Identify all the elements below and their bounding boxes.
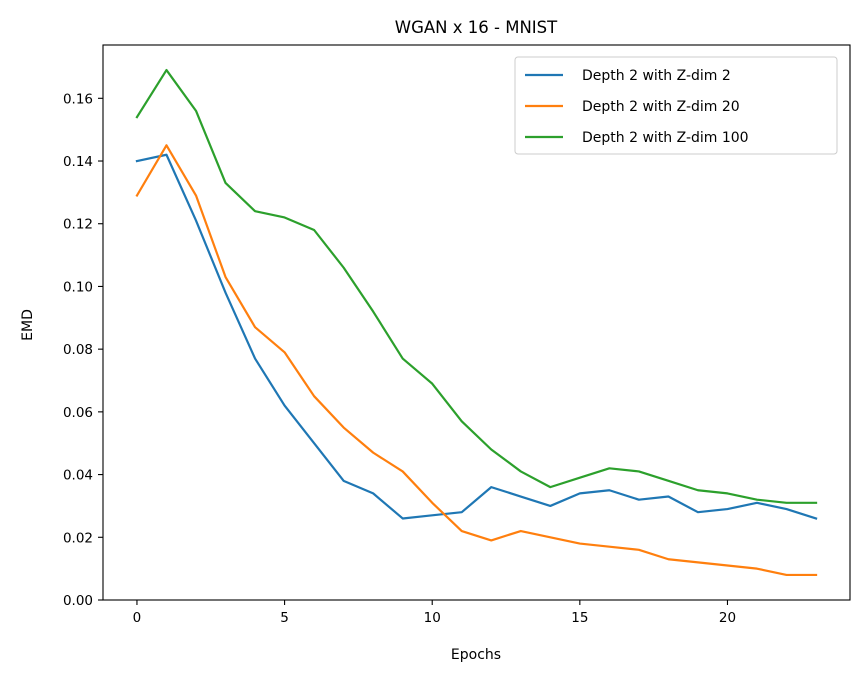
- series-line-2: [135, 144, 818, 577]
- y-tick-label: 0.10: [63, 279, 93, 295]
- x-axis: 0 5 10 15 20: [133, 600, 736, 626]
- y-tick-label: 0.06: [63, 405, 93, 421]
- chart-title: WGAN x 16 - MNIST: [395, 18, 558, 37]
- y-tick-label: 0.08: [63, 342, 93, 358]
- x-tick-label: 0: [133, 610, 142, 626]
- x-tick-label: 15: [571, 610, 588, 626]
- y-tick-label: 0.00: [63, 593, 93, 609]
- y-tick-label: 0.02: [63, 530, 93, 546]
- x-tick-label: 20: [719, 610, 736, 626]
- plot-area: [102, 44, 851, 601]
- y-axis-label: EMD: [20, 309, 36, 341]
- legend-label-3: Depth 2 with Z-dim 100: [582, 130, 749, 146]
- y-tick-label: 0.16: [63, 91, 93, 107]
- y-tick-label: 0.14: [63, 154, 93, 170]
- x-tick-label: 5: [280, 610, 289, 626]
- legend-label-2: Depth 2 with Z-dim 20: [582, 99, 740, 115]
- legend-label-1: Depth 2 with Z-dim 2: [582, 68, 731, 84]
- legend: Depth 2 with Z-dim 2 Depth 2 with Z-dim 2…: [514, 56, 838, 155]
- y-axis: 0.00 0.02 0.04 0.06 0.08 0.10 0.12 0.14 0.16: [63, 91, 103, 609]
- legend-box: [514, 56, 838, 155]
- plot-frame: [102, 44, 851, 601]
- y-tick-label: 0.04: [63, 468, 93, 484]
- x-tick-label: 10: [424, 610, 441, 626]
- series-line-3: [135, 68, 818, 504]
- x-axis-label: Epochs: [451, 647, 501, 663]
- y-tick-label: 0.12: [63, 217, 93, 233]
- series-line-1: [135, 153, 818, 520]
